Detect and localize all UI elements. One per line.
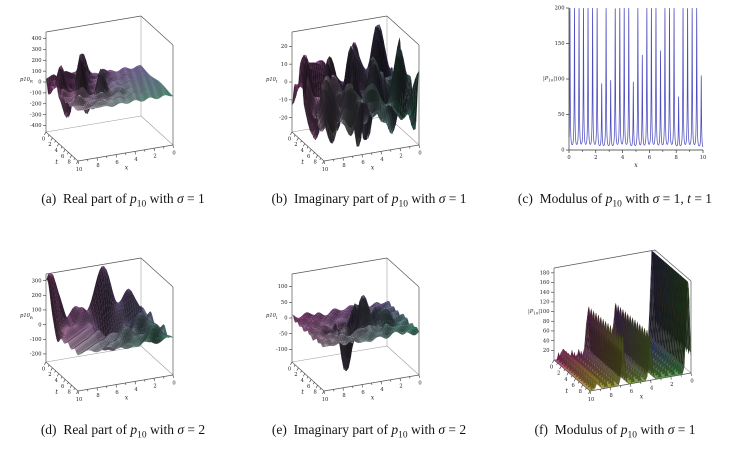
subplot-f: (f) Modulus of p10 with σ = 1 — [492, 240, 738, 441]
subplot-d: (d) Real part of p10 with σ = 2 — [0, 240, 246, 441]
plot-canvas-real-sigma2 — [0, 240, 246, 418]
plot-canvas-real-sigma1 — [0, 0, 246, 185]
subplot-a: (a) Real part of p10 with σ = 1 — [0, 0, 246, 210]
plot-canvas-modulus-line — [492, 0, 738, 185]
plot-canvas-imag-sigma2 — [246, 240, 492, 418]
caption-e: (e) Imaginary part of p10 with σ = 2 — [271, 422, 467, 441]
caption-c: (c) Modulus of p10 with σ = 1, t = 1 — [517, 191, 713, 210]
subplot-b: (b) Imaginary part of p10 with σ = 1 — [246, 0, 492, 210]
subplot-c: (c) Modulus of p10 with σ = 1, t = 1 — [492, 0, 738, 210]
caption-d: (d) Real part of p10 with σ = 2 — [40, 422, 206, 441]
plot-canvas-imag-sigma1 — [246, 0, 492, 185]
caption-a: (a) Real part of p10 with σ = 1 — [41, 191, 205, 210]
caption-f: (f) Modulus of p10 with σ = 1 — [534, 422, 696, 441]
subplot-e: (e) Imaginary part of p10 with σ = 2 — [246, 240, 492, 441]
caption-b: (b) Imaginary part of p10 with σ = 1 — [271, 191, 467, 210]
plot-canvas-modulus-surface — [492, 240, 738, 418]
